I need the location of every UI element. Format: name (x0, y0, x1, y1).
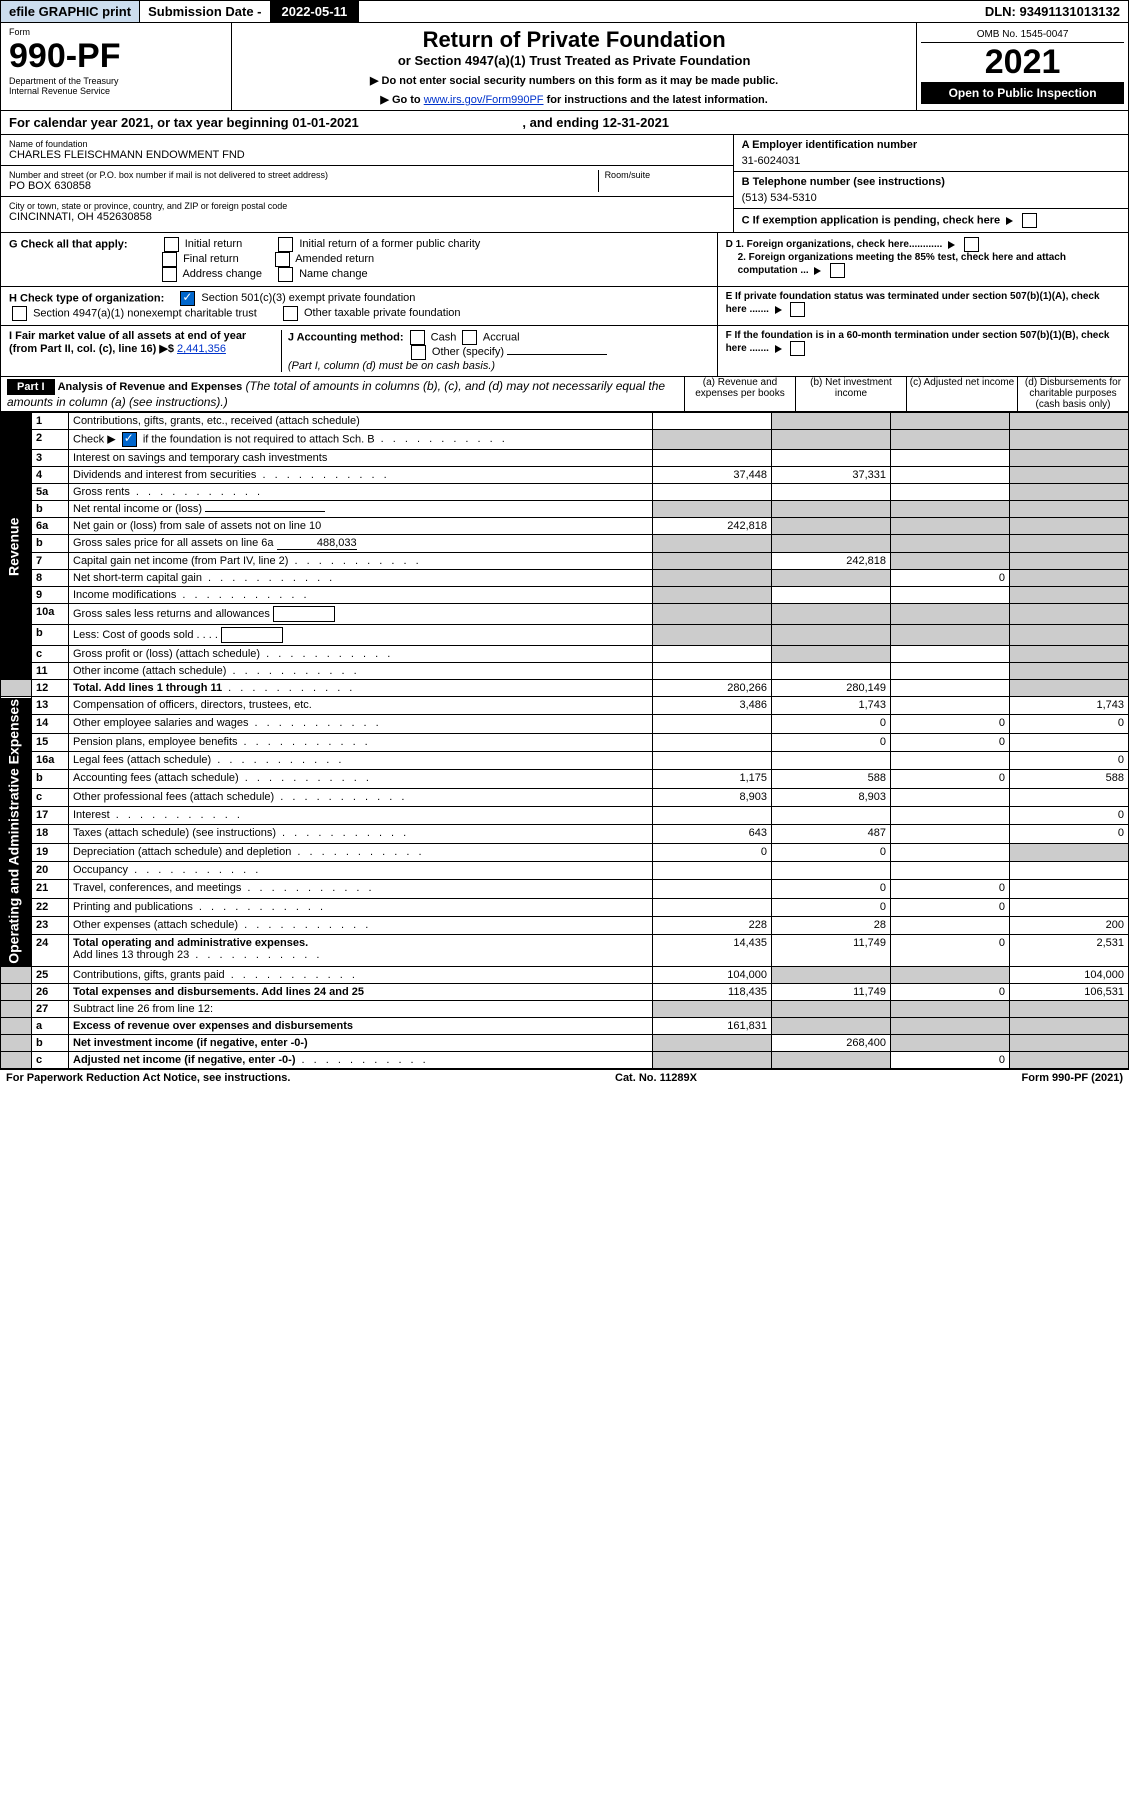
addr-cell: Number and street (or P.O. box number if… (1, 166, 733, 197)
cb-final[interactable] (162, 252, 177, 267)
city-cell: City or town, state or province, country… (1, 197, 733, 227)
f-col: F If the foundation is in a 60-month ter… (717, 326, 1128, 376)
dln: DLN: 93491131013132 (977, 1, 1128, 22)
cb-accrual[interactable] (462, 330, 477, 345)
i-cell: I Fair market value of all assets at end… (9, 330, 282, 372)
subdate-value: 2022-05-11 (270, 1, 360, 22)
omb: OMB No. 1545-0047 (921, 27, 1124, 43)
fmv-link[interactable]: 2,441,356 (177, 343, 226, 355)
cb-amended[interactable] (275, 252, 290, 267)
cb-e[interactable] (790, 302, 805, 317)
cb-d2[interactable] (830, 263, 845, 278)
exempt-pending-cell: C If exemption application is pending, c… (734, 209, 1128, 232)
instr-2: ▶ Go to www.irs.gov/Form990PF for instru… (236, 93, 912, 106)
cb-other-method[interactable] (411, 345, 426, 360)
g-col: G Check all that apply: Initial return I… (1, 233, 717, 286)
cb-init-return[interactable] (164, 237, 179, 252)
cb-cash[interactable] (410, 330, 425, 345)
part1-header: Part I Analysis of Revenue and Expenses … (0, 377, 1129, 412)
arrow-icon (775, 345, 782, 353)
name-cell: Name of foundation CHARLES FLEISCHMANN E… (1, 135, 733, 166)
footer-left: For Paperwork Reduction Act Notice, see … (6, 1072, 290, 1084)
phone-cell: B Telephone number (see instructions) (5… (734, 172, 1128, 209)
arrow-icon (775, 306, 782, 314)
calendar-row: For calendar year 2021, or tax year begi… (0, 111, 1129, 135)
col-a-head: (a) Revenue and expenses per books (684, 377, 795, 411)
d-col: D 1. Foreign organizations, check here..… (717, 233, 1128, 286)
col-b-head: (b) Net investment income (795, 377, 906, 411)
cb-other-tax[interactable] (283, 306, 298, 321)
revenue-sidelabel: Revenue (1, 413, 32, 680)
col-c-head: (c) Adjusted net income (906, 377, 1017, 411)
form-header: Form 990-PF Department of the Treasury I… (0, 23, 1129, 111)
irs: Internal Revenue Service (9, 86, 223, 96)
arrow-icon (1006, 217, 1013, 225)
form-subtitle: or Section 4947(a)(1) Trust Treated as P… (236, 53, 912, 68)
form-mid: Return of Private Foundation or Section … (232, 23, 916, 110)
footer-mid: Cat. No. 11289X (615, 1072, 697, 1084)
opex-sidelabel: Operating and Administrative Expenses (1, 697, 32, 967)
part1-table: Revenue 1Contributions, gifts, grants, e… (0, 412, 1129, 1069)
form-title: Return of Private Foundation (236, 27, 912, 53)
efile-badge: efile GRAPHIC print (1, 1, 140, 22)
form-right: OMB No. 1545-0047 2021 Open to Public In… (916, 23, 1128, 110)
cb-d1[interactable] (964, 237, 979, 252)
instr-1: ▶ Do not enter social security numbers o… (236, 74, 912, 87)
dept: Department of the Treasury (9, 76, 223, 86)
part1-badge: Part I (7, 379, 55, 395)
form-left: Form 990-PF Department of the Treasury I… (1, 23, 232, 110)
footer: For Paperwork Reduction Act Notice, see … (0, 1069, 1129, 1086)
cb-init-former[interactable] (278, 237, 293, 252)
col-d-head: (d) Disbursements for charitable purpose… (1017, 377, 1128, 411)
entity-right: A Employer identification number 31-6024… (733, 135, 1128, 232)
subdate-label: Submission Date - (140, 1, 269, 22)
e-col: E If private foundation status was termi… (717, 287, 1128, 325)
cb-501c3[interactable] (180, 291, 195, 306)
j-cell: J Accounting method: Cash Accrual Other … (282, 330, 709, 372)
cb-schB[interactable] (122, 432, 137, 447)
header-bar: efile GRAPHIC print Submission Date - 20… (0, 0, 1129, 23)
h-col: H Check type of organization: Section 50… (1, 287, 717, 325)
h-row: H Check type of organization: Section 50… (0, 287, 1129, 326)
g-row: G Check all that apply: Initial return I… (0, 233, 1129, 287)
tax-year: 2021 (921, 43, 1124, 82)
entity-left: Name of foundation CHARLES FLEISCHMANN E… (1, 135, 733, 232)
cb-name-change[interactable] (278, 267, 293, 282)
ein-cell: A Employer identification number 31-6024… (734, 135, 1128, 172)
arrow-icon (814, 267, 821, 275)
entity-block: Name of foundation CHARLES FLEISCHMANN E… (0, 135, 1129, 233)
arrow-icon (948, 241, 955, 249)
form-label: Form (9, 27, 223, 37)
footer-right: Form 990-PF (2021) (1022, 1072, 1123, 1084)
checkbox-c[interactable] (1022, 213, 1037, 228)
open-public: Open to Public Inspection (921, 82, 1124, 104)
cb-4947[interactable] (12, 306, 27, 321)
cb-f[interactable] (790, 341, 805, 356)
ij-row: I Fair market value of all assets at end… (0, 326, 1129, 377)
cb-addr-change[interactable] (162, 267, 177, 282)
form990pf-link[interactable]: www.irs.gov/Form990PF (424, 94, 544, 106)
form-number: 990-PF (9, 37, 223, 76)
